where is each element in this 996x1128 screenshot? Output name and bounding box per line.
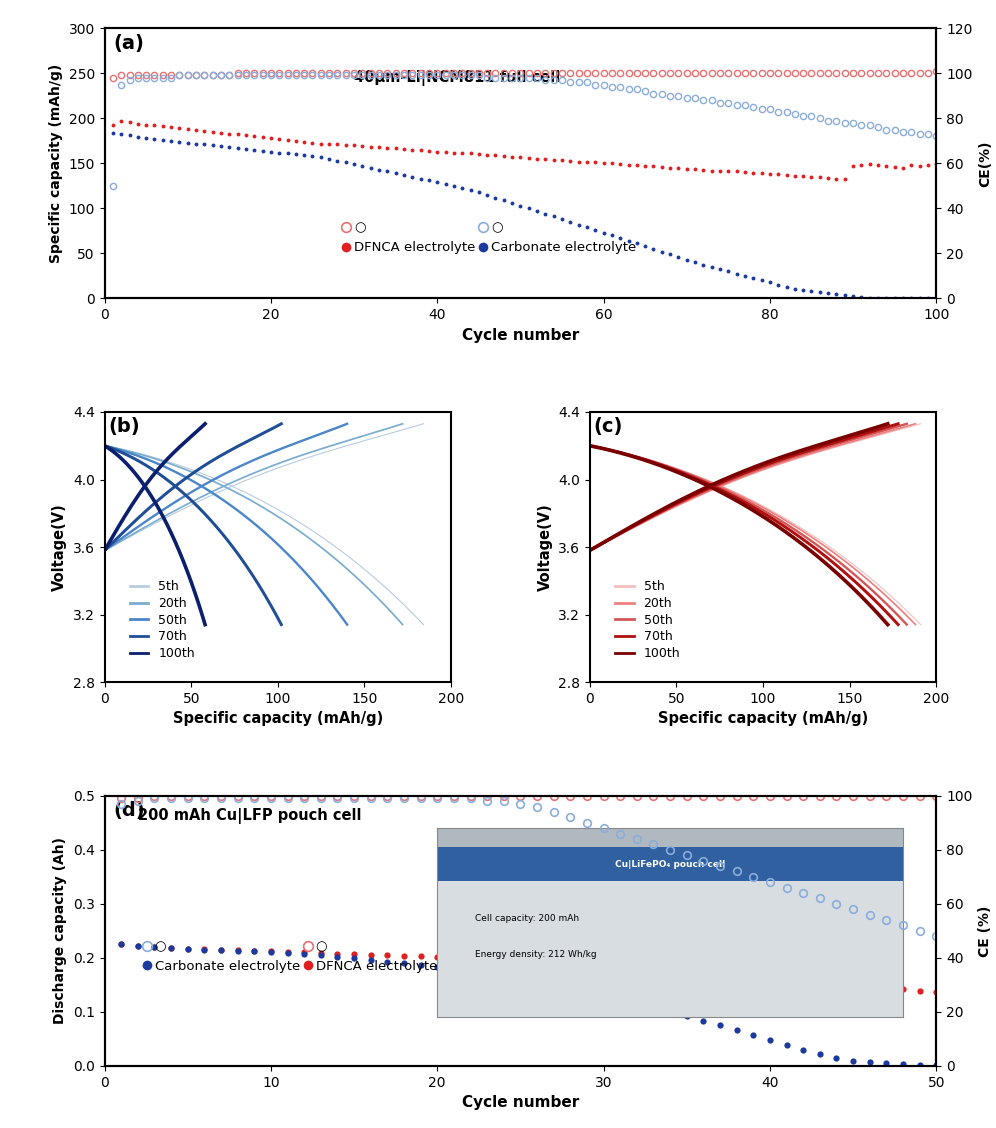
X-axis label: Cycle number: Cycle number — [462, 1095, 579, 1110]
Text: 200 mAh Cu|LFP pouch cell: 200 mAh Cu|LFP pouch cell — [137, 808, 362, 825]
X-axis label: Specific capacity (mAh/g): Specific capacity (mAh/g) — [657, 712, 869, 726]
Legend: 5th, 20th, 50th, 70th, 100th: 5th, 20th, 50th, 70th, 100th — [124, 575, 200, 666]
Y-axis label: Voltage(V): Voltage(V) — [53, 503, 68, 591]
X-axis label: Cycle number: Cycle number — [462, 328, 579, 343]
Text: (d): (d) — [113, 801, 144, 820]
Y-axis label: Voltage(V): Voltage(V) — [538, 503, 553, 591]
X-axis label: Specific capacity (mAh/g): Specific capacity (mAh/g) — [172, 712, 383, 726]
Legend: ○, Carbonate electrolyte, ○, DFNCA electrolyte: ○, Carbonate electrolyte, ○, DFNCA elect… — [136, 935, 442, 978]
Text: (a): (a) — [113, 34, 143, 53]
Text: 40μm-Li|NCM811 full cell: 40μm-Li|NCM811 full cell — [354, 70, 561, 86]
Legend: ○, DFNCA electrolyte, ○, Carbonate electrolyte: ○, DFNCA electrolyte, ○, Carbonate elect… — [336, 217, 642, 259]
Y-axis label: Discharge capacity (Ah): Discharge capacity (Ah) — [54, 837, 68, 1024]
Legend: 5th, 20th, 50th, 70th, 100th: 5th, 20th, 50th, 70th, 100th — [610, 575, 685, 666]
Y-axis label: Specific capacity (mAh/g): Specific capacity (mAh/g) — [49, 63, 63, 263]
Text: (b): (b) — [108, 417, 139, 437]
Text: (c): (c) — [594, 417, 622, 437]
Y-axis label: CE(%): CE(%) — [978, 140, 992, 186]
Y-axis label: CE (%): CE (%) — [978, 905, 992, 957]
